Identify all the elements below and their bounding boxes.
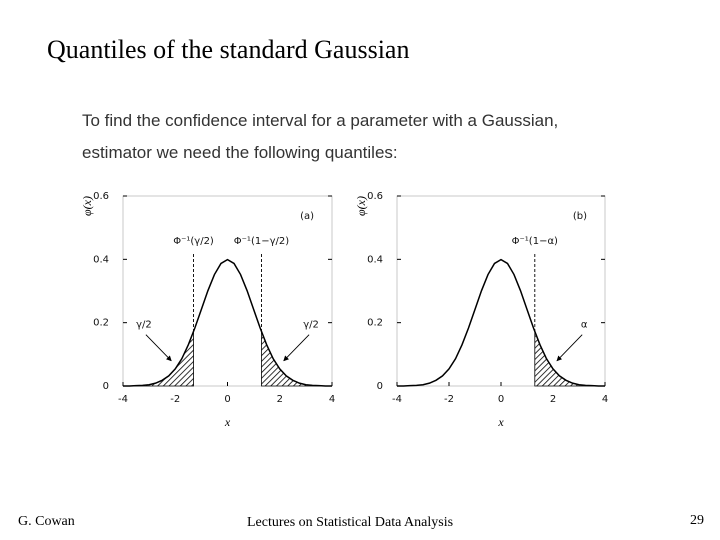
tail-arrow [145, 334, 172, 362]
x-tick-label: -2 [444, 394, 454, 405]
tail-label: γ/2 [136, 320, 152, 331]
tail-area [261, 331, 332, 387]
y-tick-label: 0 [103, 381, 109, 392]
plot-frame [396, 195, 606, 387]
y-tick-label: 0.4 [367, 254, 383, 265]
x-tick-label: 2 [277, 394, 283, 405]
x-tick-label: 0 [224, 394, 230, 405]
quantile-label: Φ⁻¹(1−γ/2) [234, 236, 289, 247]
y-tick-label: 0.2 [93, 318, 109, 329]
tail-arrow [556, 334, 583, 362]
tail-label: α [581, 320, 588, 331]
charts: -4 -2 0 2 4 0 0.2 0.4 0.6 x φ(x) (a) Φ⁻¹(γ/2) γ/2 Φ⁻¹(… [80, 191, 608, 429]
slide-title: Quantiles of the standard Gaussian [47, 35, 409, 64]
pdf-curve [397, 258, 605, 387]
tail-label: γ/2 [303, 320, 319, 331]
panel-label: (a) [300, 211, 314, 222]
tail-arrow [283, 334, 310, 362]
y-axis-label: φ(x) [354, 196, 368, 216]
x-axis-label: x [224, 415, 231, 429]
body-text: To find the confidence interval for a pa… [82, 111, 558, 130]
y-axis-label: φ(x) [80, 196, 94, 216]
y-tick-label: 0.2 [367, 318, 383, 329]
tail-area [123, 331, 194, 387]
x-tick-label: 2 [550, 394, 556, 405]
tail-area [534, 331, 605, 387]
x-tick-label: 4 [329, 394, 335, 405]
x-tick-label: -2 [170, 394, 180, 405]
quantile-label: Φ⁻¹(γ/2) [173, 236, 214, 247]
footer-author: G. Cowan [18, 514, 75, 529]
x-tick-label: 4 [602, 394, 608, 405]
y-tick-label: 0.4 [93, 254, 109, 265]
page-number: 29 [690, 513, 704, 528]
x-tick-label: -4 [392, 394, 402, 405]
footer-course: Lectures on Statistical Data Analysis [247, 515, 453, 530]
x-axis-label: x [497, 415, 504, 429]
plot-frame [122, 195, 333, 387]
y-tick-label: 0 [377, 381, 383, 392]
body-text: estimator we need the following quantile… [82, 143, 398, 162]
panel-label: (b) [573, 211, 587, 222]
y-tick-label: 0.6 [93, 191, 109, 202]
x-tick-label: 0 [498, 394, 504, 405]
y-tick-label: 0.6 [367, 191, 383, 202]
x-tick-label: -4 [118, 394, 128, 405]
quantile-label: Φ⁻¹(1−α) [512, 236, 558, 247]
pdf-curve [123, 258, 332, 387]
